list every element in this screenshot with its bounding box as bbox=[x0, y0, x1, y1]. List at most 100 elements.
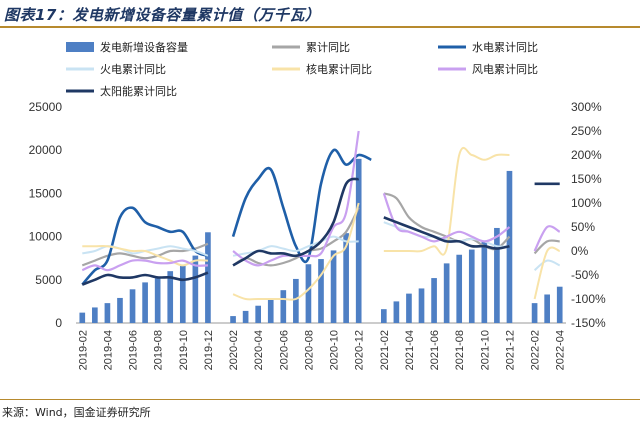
x-tick-label: 2022-02 bbox=[530, 330, 542, 370]
source-note: 来源：Wind，国金证券研究所 bbox=[2, 406, 151, 419]
series-line-3 bbox=[533, 246, 561, 300]
x-tick-label: 2021-12 bbox=[504, 330, 516, 370]
bar-2020-11 bbox=[343, 233, 349, 323]
x-tick-label: 2022-04 bbox=[555, 330, 567, 370]
bar-2019-12 bbox=[205, 232, 211, 323]
bar-2020-05 bbox=[267, 298, 274, 323]
y-left-tick-label: 10000 bbox=[29, 230, 63, 244]
series-line-0 bbox=[81, 242, 209, 267]
series-line-0 bbox=[232, 207, 360, 267]
bar-2022-03 bbox=[544, 294, 550, 323]
legend-label: 火电累计同比 bbox=[100, 63, 166, 76]
y-right-tick-label: 200% bbox=[571, 148, 602, 162]
x-tick-label: 2021-10 bbox=[479, 330, 491, 370]
series-line-0 bbox=[533, 239, 560, 255]
axes: 0 5000 10000 15000 20000 25000 -150% -100% -50% 0… bbox=[29, 100, 606, 330]
bar-2021-11 bbox=[494, 227, 500, 323]
y-right-tick-label: 150% bbox=[571, 172, 602, 186]
y-right-tick-label: -150% bbox=[571, 316, 606, 330]
series-line-4 bbox=[533, 225, 561, 252]
page-title: 图表17：发电新增设备容量累计值（万千瓦） bbox=[4, 6, 321, 24]
series-line-2 bbox=[533, 259, 561, 271]
x-tick-label: 2019-10 bbox=[178, 330, 190, 370]
bar-2019-06 bbox=[129, 289, 136, 323]
y-right-tick-label: 300% bbox=[571, 100, 602, 114]
x-tick-label: 2019-08 bbox=[153, 330, 165, 370]
series-line-5 bbox=[383, 216, 510, 250]
series-line-5 bbox=[232, 177, 360, 267]
bar-2019-02 bbox=[79, 312, 86, 323]
x-tick-label: 2021-06 bbox=[429, 330, 441, 370]
bar-2019-05 bbox=[117, 297, 123, 323]
series-line-1 bbox=[81, 206, 209, 286]
bar-2019-11 bbox=[192, 255, 199, 323]
legend-label: 太阳能累计同比 bbox=[100, 84, 177, 98]
legend-swatch-bars bbox=[66, 42, 94, 52]
bar-2020-07 bbox=[293, 278, 299, 323]
x-tick-label: 2020-04 bbox=[253, 330, 265, 370]
y-right-tick-label: 100% bbox=[571, 196, 602, 210]
y-left-tick-label: 25000 bbox=[29, 100, 63, 114]
bar-2021-04 bbox=[406, 293, 412, 323]
bar-2019-07 bbox=[142, 282, 148, 323]
title-divider bbox=[0, 26, 640, 28]
bar-2019-03 bbox=[92, 307, 98, 323]
series-line-3 bbox=[232, 202, 360, 301]
series-line-1 bbox=[231, 148, 372, 264]
bar-2022-02 bbox=[531, 303, 538, 323]
x-tick-label: 2021-08 bbox=[454, 330, 466, 370]
x-tick-label: 2021-02 bbox=[379, 330, 391, 370]
bar-2020-04 bbox=[255, 305, 262, 323]
y-left-tick-label: 20000 bbox=[29, 143, 63, 157]
x-tick-label: 2019-02 bbox=[77, 330, 89, 370]
bar-2019-04 bbox=[104, 303, 111, 323]
legend-label: 水电累计同比 bbox=[472, 41, 538, 54]
y-right-tick-label: 50% bbox=[571, 220, 595, 234]
bar-2021-06 bbox=[431, 278, 437, 323]
bar-2021-05 bbox=[418, 288, 425, 323]
y-left-tick-label: 0 bbox=[55, 316, 62, 330]
bar-2020-03 bbox=[242, 310, 249, 323]
series-line-4 bbox=[81, 259, 208, 272]
bar-2021-09 bbox=[468, 249, 475, 323]
series-lines bbox=[81, 130, 561, 301]
x-tick-label: 2020-02 bbox=[228, 330, 240, 370]
bar-2020-06 bbox=[280, 290, 287, 323]
x-tick-label: 2021-04 bbox=[404, 330, 416, 370]
legend-label: 核电累计同比 bbox=[306, 62, 372, 76]
x-tick-label: 2020-08 bbox=[303, 330, 315, 370]
bars bbox=[79, 158, 563, 323]
y-left-tick-label: 15000 bbox=[29, 186, 63, 200]
series-line-3 bbox=[82, 245, 208, 267]
bar-2020-02 bbox=[230, 316, 236, 323]
bar-2020-08 bbox=[305, 264, 312, 323]
legend-label: 风电累计同比 bbox=[472, 63, 538, 76]
y-right-tick-label: 250% bbox=[571, 124, 602, 138]
footer-divider bbox=[0, 399, 640, 400]
series-line-4 bbox=[382, 193, 511, 243]
legend-label: 发电新增设备容量 bbox=[100, 40, 188, 54]
y-left-tick-label: 5000 bbox=[35, 273, 62, 287]
legend-label: 累计同比 bbox=[306, 41, 350, 54]
x-tick-label: 2019-12 bbox=[203, 330, 215, 370]
y-right-tick-label: -50% bbox=[571, 268, 599, 282]
bar-2022-04 bbox=[556, 286, 563, 323]
bar-2019-10 bbox=[179, 265, 186, 323]
bar-2019-08 bbox=[154, 278, 161, 323]
x-tick-labels: 2019-02 2019-04 2019-06 2019-08 2019-10 2019-… bbox=[77, 330, 566, 370]
bar-2021-08 bbox=[456, 254, 463, 323]
bar-2021-02 bbox=[380, 309, 387, 323]
series-line-3 bbox=[383, 146, 510, 256]
bar-2019-09 bbox=[167, 271, 174, 323]
series-line-5 bbox=[81, 271, 209, 286]
bar-2021-10 bbox=[481, 241, 488, 323]
y-right-tick-label: 0% bbox=[571, 244, 589, 258]
x-tick-label: 2019-04 bbox=[102, 330, 114, 370]
y-right-tick-label: -100% bbox=[571, 292, 606, 306]
bar-2020-09 bbox=[318, 259, 324, 323]
bar-2021-07 bbox=[443, 263, 450, 323]
x-tick-label: 2020-10 bbox=[329, 330, 341, 370]
x-tick-label: 2020-12 bbox=[354, 330, 366, 370]
